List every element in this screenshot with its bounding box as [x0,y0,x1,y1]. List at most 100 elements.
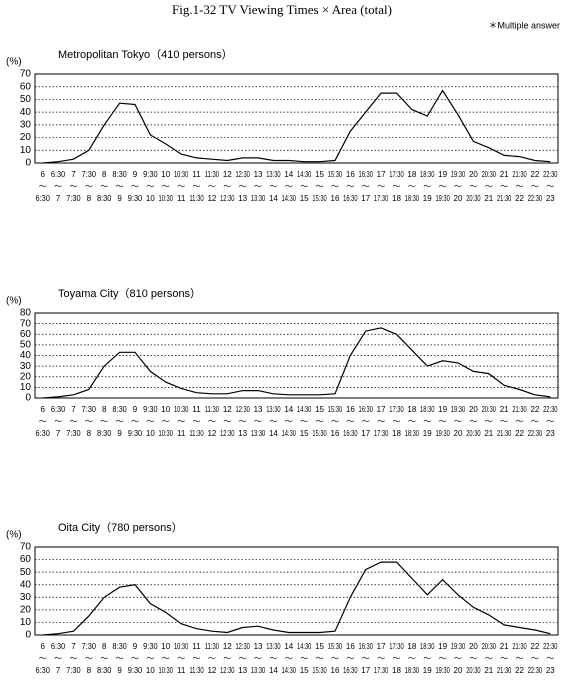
x-tick-range: ～ [362,182,370,191]
x-tick-range: ～ [285,182,293,191]
x-tick-end: 12 [207,194,216,203]
x-tick-end: 17:30 [374,666,389,675]
x-tick-range: ～ [500,654,508,663]
x-tick-range: ～ [208,417,216,426]
x-tick-end: 14 [269,666,278,675]
x-tick-start: 8 [102,642,107,651]
x-tick-end: 9:30 [128,194,143,203]
x-tick-start: 18 [407,170,416,179]
x-tick-end: 10:30 [159,666,174,675]
x-tick-start: 6 [40,642,45,651]
x-tick-start: 13:30 [266,405,281,414]
x-tick-end: 22 [515,666,524,675]
x-tick-range: ～ [85,654,93,663]
x-tick-end: 19:30 [435,194,450,203]
x-tick-range: ～ [162,417,170,426]
x-tick-start: 20:30 [482,642,497,651]
x-tick-range: ～ [316,417,324,426]
x-tick-end: 12 [207,429,216,438]
x-tick-range: ～ [331,654,339,663]
x-tick-end: 16 [331,194,340,203]
x-tick-end: 16:30 [343,194,358,203]
x-tick-start: 15:30 [328,642,343,651]
x-tick-end: 20:30 [466,666,481,675]
x-tick-range: ～ [392,654,400,663]
x-tick-end: 10 [146,666,155,675]
x-tick-start: 22 [530,170,539,179]
x-tick-range: ～ [485,417,493,426]
x-tick-start: 22:30 [543,405,558,414]
x-tick-start: 16 [346,642,355,651]
x-tick-range: ～ [331,182,339,191]
x-tick-range: ～ [516,182,524,191]
x-tick-end: 22:30 [528,429,543,438]
x-tick-start: 11 [192,405,201,414]
x-tick-range: ～ [546,417,554,426]
x-tick-range: ～ [423,417,431,426]
x-tick-start: 8:30 [112,405,127,414]
y-tick-label: 30 [20,361,32,372]
x-tick-end: 14:30 [282,429,297,438]
data-line [42,89,551,164]
x-tick-end: 14:30 [282,666,297,675]
x-tick-start: 22:30 [543,170,558,179]
x-tick-end: 17 [361,666,370,675]
x-tick-range: ～ [131,182,139,191]
x-tick-range: ～ [500,182,508,191]
x-tick-end: 12 [207,666,216,675]
x-tick-end: 20 [454,666,463,675]
x-tick-range: ～ [116,654,124,663]
x-tick-range: ～ [454,182,462,191]
x-tick-start: 7 [71,405,76,414]
x-tick-range: ～ [392,417,400,426]
x-tick-end: 18:30 [405,194,420,203]
x-tick-range: ～ [362,654,370,663]
x-tick-range: ～ [469,182,477,191]
x-tick-start: 20:30 [482,405,497,414]
x-tick-start: 18:30 [420,642,435,651]
x-tick-end: 19 [423,666,432,675]
x-tick-start: 17 [377,405,386,414]
x-tick-range: ～ [193,182,201,191]
x-tick-start: 10:30 [174,405,189,414]
x-tick-start: 18:30 [420,170,435,179]
x-tick-range: ～ [346,654,354,663]
x-tick-start: 21:30 [512,642,527,651]
x-tick-end: 6:30 [36,194,51,203]
y-tick-label: 50 [20,567,32,578]
x-tick-end: 23 [546,666,555,675]
x-tick-start: 12:30 [235,170,250,179]
x-tick-range: ～ [116,182,124,191]
x-tick-start: 19 [438,405,447,414]
x-tick-start: 12 [223,170,232,179]
x-tick-start: 7:30 [82,170,97,179]
x-tick-range: ～ [131,654,139,663]
data-line [42,327,551,399]
x-tick-start: 18 [407,405,416,414]
x-tick-end: 11:30 [189,194,204,203]
x-tick-range: ～ [193,417,201,426]
x-tick-range: ～ [193,654,201,663]
x-tick-range: ～ [377,182,385,191]
x-tick-end: 6:30 [36,666,51,675]
y-tick-label: 20 [20,132,32,143]
x-tick-start: 18 [407,642,416,651]
x-tick-start: 20:30 [482,170,497,179]
x-tick-range: ～ [85,182,93,191]
x-tick-end: 17:30 [374,194,389,203]
x-tick-start: 6 [40,405,45,414]
y-tick-label: 60 [20,329,32,340]
x-tick-end: 8:30 [97,429,112,438]
x-tick-range: ～ [223,417,231,426]
x-tick-range: ～ [423,182,431,191]
x-tick-start: 19:30 [451,642,466,651]
x-tick-end: 11:30 [189,429,204,438]
plot-frame [34,312,559,399]
x-tick-end: 11:30 [189,666,204,675]
x-tick-end: 8:30 [97,666,112,675]
x-tick-end: 15:30 [312,194,327,203]
x-tick-end: 20 [454,194,463,203]
x-tick-start: 19:30 [451,405,466,414]
x-tick-start: 8:30 [112,642,127,651]
x-tick-end: 7:30 [66,666,81,675]
